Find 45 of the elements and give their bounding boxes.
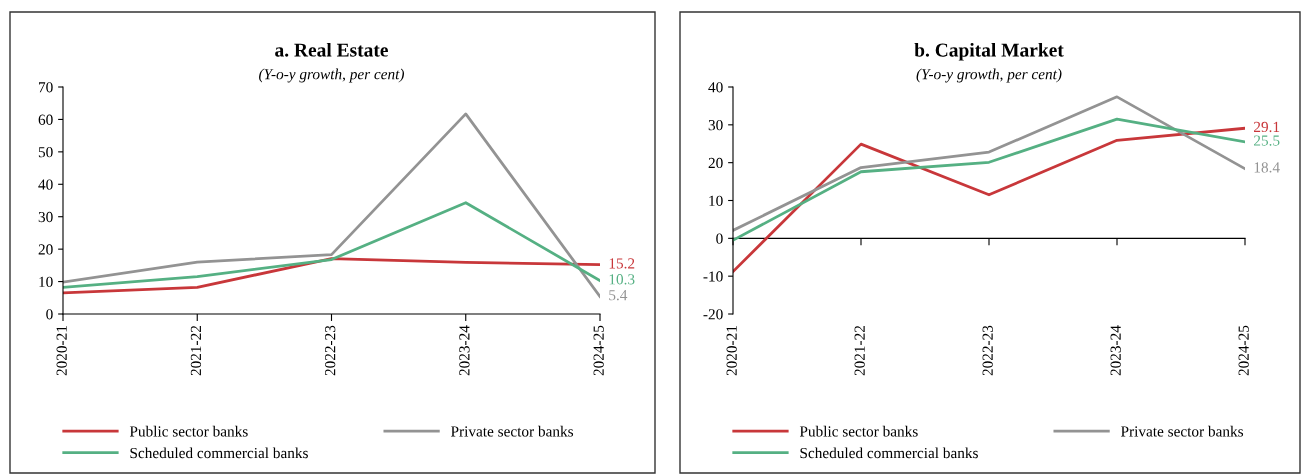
x-tick-label: 2020-21	[726, 326, 737, 376]
y-tick-label: 40	[708, 82, 723, 93]
legend-label: Scheduled commercial banks	[800, 447, 978, 459]
line-series	[63, 201, 600, 289]
legend-label: Private sector banks	[1121, 425, 1244, 437]
x-tick-label: 2023-24	[1110, 325, 1121, 376]
legend-label: Public sector banks	[799, 425, 918, 437]
y-tick-label: 20	[708, 157, 723, 169]
data-label: 18.4	[1254, 162, 1280, 173]
y-tick-label: 0	[716, 233, 723, 244]
y-tick-label: 0	[46, 309, 53, 320]
y-tick-label: 40	[38, 179, 53, 190]
y-tick-label: 70	[39, 82, 53, 93]
y-tick-label: 20	[38, 244, 53, 255]
x-tick-label: 2023-24	[459, 325, 470, 376]
data-label: 15.2	[609, 258, 635, 269]
x-tick-label: 2024-25	[593, 325, 604, 376]
x-tick-label: 2021-22	[190, 325, 202, 376]
y-tick-label: 10	[39, 276, 53, 288]
x-tick-label: 2024-25	[1238, 325, 1249, 376]
chart-subtitle: (Y-o-y growth, per cent)	[259, 68, 404, 83]
x-tick-label: 2022-23	[325, 325, 336, 376]
x-tick-label: 2021-22	[854, 325, 865, 376]
data-label: 29.1	[1254, 121, 1280, 133]
y-tick-label: -20	[703, 309, 723, 320]
line-series	[733, 95, 1245, 232]
y-tick-label: 30	[708, 119, 723, 131]
y-tick-label: 60	[38, 114, 53, 125]
chart-title: b. Capital Market	[914, 42, 1064, 61]
x-tick-label: 2020-21	[56, 326, 67, 376]
chart-subtitle: (Y-o-y growth, per cent)	[916, 68, 1062, 83]
data-label: 25.5	[1254, 135, 1280, 146]
y-tick-label: 30	[38, 211, 53, 223]
data-label: 5.4	[609, 290, 628, 301]
chart-title: a. Real Estate	[275, 42, 388, 57]
legend-label: Private sector banks	[451, 425, 574, 437]
y-tick-label: 10	[709, 195, 723, 206]
data-label: 10.3	[609, 274, 635, 285]
y-tick-label: 50	[38, 147, 53, 158]
line-series	[63, 257, 600, 295]
line-series	[63, 112, 600, 298]
y-tick-label: -10	[703, 271, 723, 282]
x-tick-label: 2022-23	[982, 325, 993, 376]
legend-label: Public sector banks	[129, 425, 248, 437]
legend-label: Scheduled commercial banks	[130, 447, 308, 459]
